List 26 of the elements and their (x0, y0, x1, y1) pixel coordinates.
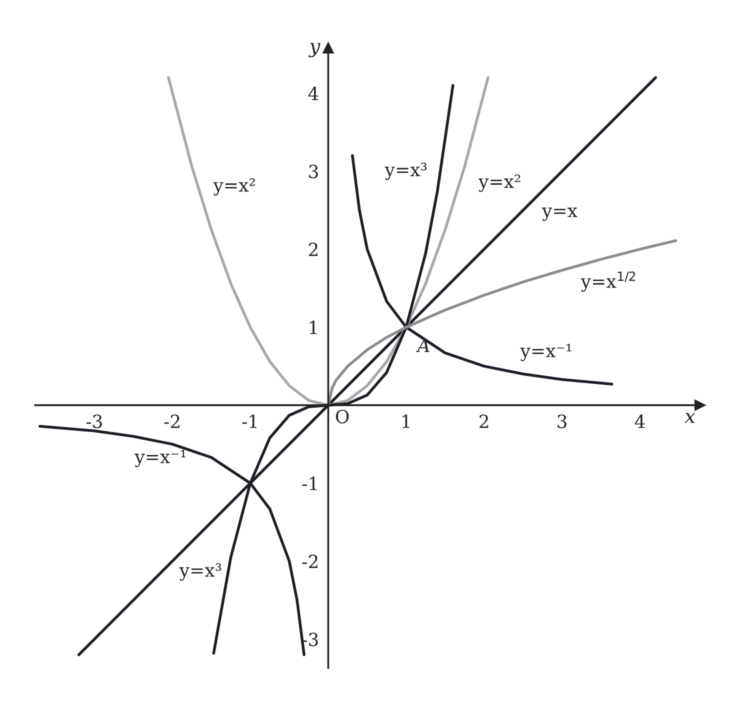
y-tick-label: 3 (309, 164, 318, 178)
x-tick-label: -1 (242, 414, 257, 428)
annotation: y=x³ (179, 563, 222, 581)
x-tick-label: 3 (558, 414, 566, 428)
annotation: y=x$^{1/2}$ (580, 271, 636, 292)
y-tick-label: 1 (310, 320, 317, 334)
x-tick-label: 4 (634, 414, 645, 428)
x-tick-label: -3 (86, 414, 102, 428)
annotation: O (336, 410, 349, 424)
annotation: y=x³ (384, 162, 427, 180)
annotation: A (416, 338, 430, 352)
y-tick-label: -2 (302, 554, 318, 568)
y-tick-label: 2 (308, 242, 318, 256)
y-tick-label: -1 (302, 476, 317, 490)
y-tick-label: 4 (308, 86, 318, 100)
annotation: y=x⁻¹ (134, 450, 186, 468)
y-tick-label: -3 (302, 632, 318, 646)
x-tick-label: -2 (164, 414, 180, 428)
x-axis-title: x (684, 412, 696, 424)
annotation: y=x⁻¹ (520, 344, 572, 362)
x-tick-label: 1 (402, 414, 410, 428)
x-tick-label: 2 (480, 414, 488, 428)
annotation: y=x² (478, 174, 520, 192)
annotation: y=x (542, 208, 578, 222)
y-axis-title: y (308, 42, 320, 58)
annotation: y=x² (213, 178, 255, 196)
